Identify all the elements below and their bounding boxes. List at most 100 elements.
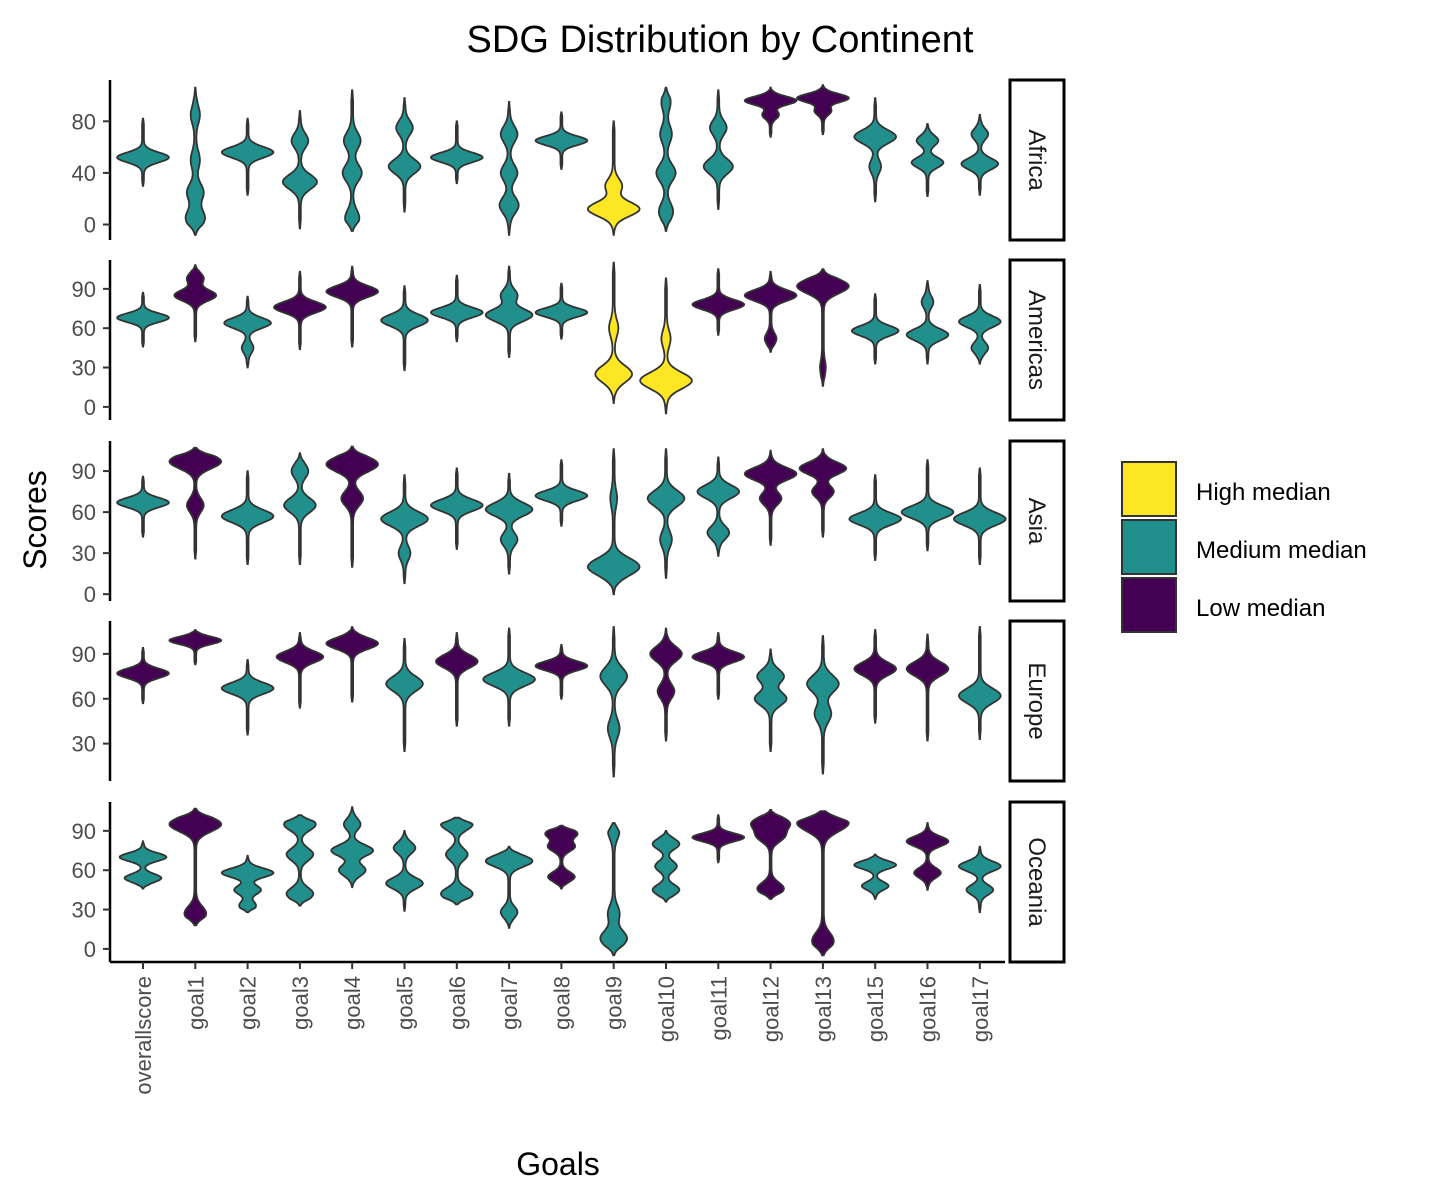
violin-goal15 bbox=[851, 293, 900, 365]
violin-overallscore bbox=[118, 840, 168, 890]
violin-goal15 bbox=[853, 853, 898, 900]
y-tick-label: 90 bbox=[72, 819, 96, 844]
violin-goal1 bbox=[184, 86, 206, 236]
violin-goal16 bbox=[900, 459, 955, 552]
violin-goal13 bbox=[796, 84, 850, 136]
violin-goal12 bbox=[743, 270, 798, 353]
violin-goal12 bbox=[743, 86, 798, 138]
y-tick-label: 30 bbox=[72, 732, 96, 757]
violin-goal2 bbox=[220, 470, 275, 565]
violin-goal11 bbox=[691, 632, 746, 700]
legend: High median Medium median Low median bbox=[1121, 461, 1367, 633]
panel-europe: 30 60 90 Europe bbox=[72, 619, 1066, 783]
violin-goal2 bbox=[223, 295, 272, 369]
violin-goal13 bbox=[798, 448, 848, 538]
violin-goal17 bbox=[957, 284, 1002, 365]
y-tick-label: 60 bbox=[72, 858, 96, 883]
violin-goal10 bbox=[651, 830, 681, 903]
violin-goal16 bbox=[905, 822, 950, 891]
x-tick-label: goal5 bbox=[393, 976, 418, 1030]
violin-goal17 bbox=[960, 113, 1000, 196]
violin-goal3 bbox=[283, 814, 317, 907]
violin-goal3 bbox=[281, 110, 318, 230]
legend-label: Medium median bbox=[1196, 537, 1367, 564]
violin-goal7 bbox=[498, 101, 520, 236]
violin-goal9 bbox=[586, 448, 641, 596]
violin-goal10 bbox=[655, 86, 677, 232]
violin-goal10 bbox=[639, 277, 693, 415]
panel-asia: 0 30 60 90 Asia bbox=[72, 439, 1066, 607]
violin-goal5 bbox=[380, 474, 429, 585]
facet-strip-label: Africa bbox=[1023, 129, 1050, 191]
x-tick-label: goal3 bbox=[288, 976, 313, 1030]
y-tick-label: 30 bbox=[72, 898, 96, 923]
legend-key-low bbox=[1121, 577, 1177, 633]
facet-strip-label: Europe bbox=[1023, 662, 1050, 739]
violin-goal11 bbox=[691, 268, 745, 336]
violin-goal10 bbox=[646, 448, 686, 579]
y-tick-label: 90 bbox=[72, 277, 96, 302]
violin-goal5 bbox=[385, 638, 424, 752]
violin-goal17 bbox=[953, 467, 1007, 565]
legend-key-high bbox=[1121, 461, 1177, 517]
y-tick-label: 40 bbox=[72, 161, 96, 186]
violin-goal3 bbox=[275, 632, 325, 709]
x-tick-label: goal6 bbox=[445, 976, 470, 1030]
x-tick-label: goal7 bbox=[497, 976, 522, 1030]
violin-goal2 bbox=[220, 117, 275, 196]
panel-africa: 0 40 80 Africa bbox=[72, 78, 1066, 242]
x-tick-label: goal11 bbox=[706, 976, 731, 1040]
violin-goal16 bbox=[905, 280, 950, 365]
violin-goal7 bbox=[484, 472, 534, 575]
y-axis-label: Scores bbox=[17, 470, 53, 570]
x-tick-label: goal15 bbox=[863, 976, 888, 1042]
violin-goal2 bbox=[220, 854, 275, 914]
violin-goal5 bbox=[385, 830, 424, 912]
x-tick-label: goal13 bbox=[811, 976, 836, 1042]
y-tick-label: 30 bbox=[72, 356, 96, 381]
facet-strip-label: Americas bbox=[1023, 290, 1050, 390]
y-tick-label: 0 bbox=[84, 937, 96, 962]
violin-goal11 bbox=[696, 456, 741, 557]
violin-goal6 bbox=[435, 632, 479, 727]
legend-key-medium bbox=[1121, 519, 1177, 575]
facet-strip bbox=[1008, 619, 1066, 783]
facet-strip-label: Asia bbox=[1023, 498, 1050, 545]
x-tick-label: goal12 bbox=[759, 976, 784, 1042]
x-tick-label: goal17 bbox=[968, 976, 993, 1042]
violin-overallscore bbox=[116, 475, 170, 538]
violin-goal6 bbox=[439, 816, 474, 906]
violin-goal3 bbox=[283, 452, 317, 565]
y-tick-label: 90 bbox=[72, 459, 96, 484]
violin-goal9 bbox=[599, 822, 629, 957]
violin-goal8 bbox=[544, 824, 579, 890]
y-tick-label: 80 bbox=[72, 109, 96, 134]
violin-goal4 bbox=[325, 445, 379, 568]
violin-goal9 bbox=[594, 261, 633, 404]
violin-goal1 bbox=[168, 629, 223, 666]
violin-goal17 bbox=[957, 845, 1002, 914]
violin-goal6 bbox=[430, 274, 484, 343]
x-tick-label: goal1 bbox=[183, 976, 208, 1030]
x-axis-label: Goals bbox=[516, 1146, 600, 1182]
violin-goal3 bbox=[273, 270, 327, 351]
violin-goal4 bbox=[325, 626, 380, 703]
violin-goal10 bbox=[649, 627, 683, 742]
legend-label: High median bbox=[1196, 479, 1331, 506]
y-tick-label: 0 bbox=[84, 213, 96, 238]
violin-goal11 bbox=[691, 814, 745, 864]
x-tick-label: goal16 bbox=[916, 976, 941, 1042]
violin-goal13 bbox=[796, 268, 850, 387]
violin-goal16 bbox=[910, 123, 945, 197]
violin-goal13 bbox=[796, 810, 850, 957]
violin-overallscore bbox=[116, 291, 170, 348]
violin-goal6 bbox=[430, 120, 484, 185]
violin-goal7 bbox=[484, 845, 534, 929]
violin-goal12 bbox=[750, 809, 792, 900]
violin-overallscore bbox=[116, 647, 170, 705]
violin-goal11 bbox=[702, 89, 734, 210]
violin-goal4 bbox=[341, 89, 363, 232]
panel-americas: 0 30 60 90 Americas bbox=[72, 258, 1066, 422]
facet-strip-label: Oceania bbox=[1023, 837, 1050, 927]
